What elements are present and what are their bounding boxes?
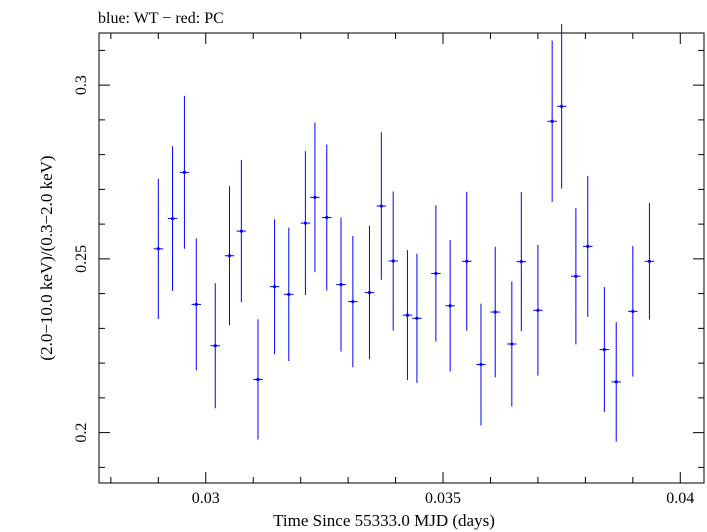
data-point [644, 202, 655, 320]
data-point [556, 23, 567, 189]
point-marker [391, 259, 395, 263]
data-point [210, 283, 220, 409]
x-axis-label: Time Since 55333.0 MJD (days) [273, 511, 495, 530]
point-marker [194, 302, 198, 306]
point-marker [434, 271, 438, 276]
point-marker [614, 380, 618, 384]
data-point [269, 219, 280, 355]
point-marker [586, 244, 590, 248]
data-point [462, 191, 472, 331]
data-point [348, 235, 358, 368]
point-marker [227, 254, 232, 258]
point-marker [379, 204, 383, 208]
data-point [611, 322, 621, 442]
data-point [412, 253, 422, 383]
point-marker [339, 282, 343, 287]
data-point [300, 151, 311, 296]
data-point [336, 217, 346, 352]
data-point [179, 95, 190, 249]
data-point [402, 250, 413, 381]
data-point [224, 186, 235, 326]
data-point [388, 191, 398, 331]
point-marker [287, 292, 291, 296]
point-marker [405, 313, 410, 317]
data-point [445, 240, 455, 372]
point-marker [631, 309, 635, 313]
point-marker [550, 119, 554, 123]
point-marker [367, 290, 372, 295]
data-point [547, 40, 557, 202]
point-marker [465, 259, 469, 263]
data-point [431, 205, 441, 342]
chart-title: blue: WT − red: PC [98, 10, 224, 27]
point-marker [647, 259, 652, 263]
point-marker [415, 316, 419, 320]
point-marker [510, 342, 514, 346]
data-point [376, 132, 387, 280]
point-marker [170, 216, 175, 221]
point-marker [560, 104, 564, 108]
x-tick-label: 0.04 [666, 490, 694, 507]
point-marker [602, 347, 606, 352]
point-marker [313, 195, 317, 199]
data-point [310, 122, 320, 273]
point-marker [574, 274, 578, 278]
data-point [476, 303, 486, 426]
point-marker [351, 300, 355, 304]
axis-tick-labels: 0.03 0.035 0.04 0.2 0.25 0.3 [73, 75, 694, 507]
point-marker [536, 308, 540, 312]
data-point [533, 244, 543, 376]
point-marker [256, 377, 260, 382]
data-point [284, 227, 294, 362]
data-point [599, 287, 610, 413]
point-marker [448, 304, 452, 308]
data-point [628, 246, 638, 377]
point-marker [303, 221, 308, 225]
data-point [153, 178, 164, 319]
data-point [571, 208, 581, 345]
point-marker [325, 215, 329, 220]
point-marker [493, 310, 497, 314]
y-tick-label: 0.25 [73, 245, 90, 273]
point-marker [213, 344, 217, 348]
point-marker [156, 247, 160, 251]
data-point [167, 146, 178, 291]
plot-frame [98, 32, 705, 484]
axis-ticks [99, 33, 704, 483]
data-point [507, 281, 517, 407]
x-tick-label: 0.035 [425, 490, 461, 507]
point-marker [519, 260, 523, 264]
point-marker [272, 285, 277, 289]
y-tick-label: 0.2 [73, 423, 90, 443]
data-points [153, 23, 655, 442]
data-point [364, 225, 375, 360]
point-marker [479, 362, 483, 367]
data-point [322, 144, 332, 291]
data-point [516, 192, 527, 332]
y-axis-label: (2.0−10.0 keV)/(0.3−2.0 keV) [37, 155, 56, 360]
y-tick-label: 0.3 [73, 75, 90, 95]
data-point [490, 246, 500, 378]
data-point [236, 159, 247, 303]
data-point [583, 175, 593, 317]
data-point [191, 238, 202, 371]
data-point [253, 319, 263, 440]
point-marker [239, 229, 243, 233]
x-tick-label: 0.03 [192, 490, 220, 507]
point-marker [182, 170, 187, 174]
